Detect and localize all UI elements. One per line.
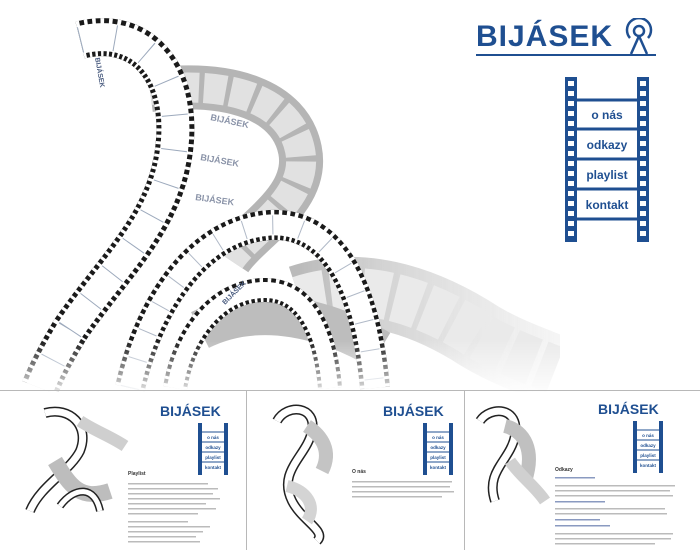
thumbnail-playlist-page[interactable]: BIJÁSEK o nás odkazy playlist kontakt Pl…: [0, 391, 246, 550]
film-frame-label: BIJÁSEK: [93, 57, 107, 88]
film-strip-icon: o nás odkazy playlist kontakt: [633, 421, 663, 473]
logo-underline: [476, 54, 656, 56]
film-strip-icon: [565, 77, 649, 242]
mini-nav-label: o nás: [432, 435, 444, 440]
thumbnail-film-illustration: [475, 406, 550, 505]
nav-item-kontakt[interactable]: kontakt: [577, 191, 637, 218]
thumbnail-logo: BIJÁSEK: [598, 401, 659, 419]
mini-nav-label: odkazy: [205, 445, 221, 450]
mini-nav-label: odkazy: [430, 445, 446, 450]
film-strip-icon: o nás odkazy playlist kontakt: [198, 423, 228, 475]
nav-item-label: o nás: [591, 108, 623, 122]
mini-nav-label: o nás: [642, 433, 654, 438]
thumb-divider: [464, 391, 465, 550]
mini-nav-label: playlist: [640, 453, 656, 458]
nav-item-o-nas[interactable]: o nás: [577, 102, 637, 128]
mini-nav-label: playlist: [205, 455, 221, 460]
thumbnail-odkazy-page[interactable]: BIJÁSEK o nás odkazy playlist kontakt Od…: [465, 391, 700, 550]
nav-item-label: playlist: [586, 167, 628, 182]
thumbnail-content: Odkazy: [555, 467, 675, 545]
film-strip-arc-outer: [115, 209, 390, 392]
thumbnail-content: Playlist: [128, 471, 220, 543]
mini-nav-label: kontakt: [640, 463, 657, 468]
thumb-divider: [246, 391, 247, 550]
thumbnail-logo: BIJÁSEK: [383, 403, 444, 421]
hero-film-illustration: BIJÁSEK BIJÁSEK BIJÁSEK BIJÁSEK BIJÁSEK: [0, 18, 560, 392]
mini-nav-label: kontakt: [430, 465, 447, 470]
nav-item-playlist[interactable]: playlist: [577, 161, 637, 188]
mini-nav-label: o nás: [207, 435, 219, 440]
mini-nav-label: odkazy: [640, 443, 656, 448]
thumbnail-o-nas-page[interactable]: BIJÁSEK o nás odkazy playlist kontakt O …: [247, 391, 464, 550]
thumbnail-page-title: Playlist: [128, 471, 146, 477]
brand-name: BIJÁSEK: [476, 20, 614, 53]
antenna-icon: [625, 18, 653, 55]
nav-item-label: kontakt: [585, 197, 629, 212]
film-frame-label: BIJÁSEK: [200, 152, 241, 169]
nav-film-strip: o nás odkazy playlist kontakt: [565, 77, 649, 242]
thumbnail-film-illustration: [272, 404, 333, 545]
thumbnail-logo: BIJÁSEK: [160, 403, 221, 421]
brand-name: BIJÁSEK: [383, 403, 444, 419]
nav-item-odkazy[interactable]: odkazy: [577, 131, 637, 158]
thumbnail-page-title: O nás: [352, 469, 366, 475]
mini-nav-label: kontakt: [205, 465, 222, 470]
thumbnail-film-illustration: [25, 406, 129, 514]
brand-name: BIJÁSEK: [598, 401, 659, 417]
thumbnail-page-title: Odkazy: [555, 467, 573, 473]
nav-item-label: odkazy: [586, 137, 628, 152]
brand-name: BIJÁSEK: [160, 403, 221, 419]
film-strip-icon: o nás odkazy playlist kontakt: [423, 423, 453, 475]
thumbnail-content: O nás: [352, 469, 454, 498]
brand-logo[interactable]: BIJÁSEK: [476, 18, 658, 58]
film-frame-label: BIJÁSEK: [195, 192, 236, 207]
mini-nav-label: playlist: [430, 455, 446, 460]
section-divider: [0, 390, 700, 391]
